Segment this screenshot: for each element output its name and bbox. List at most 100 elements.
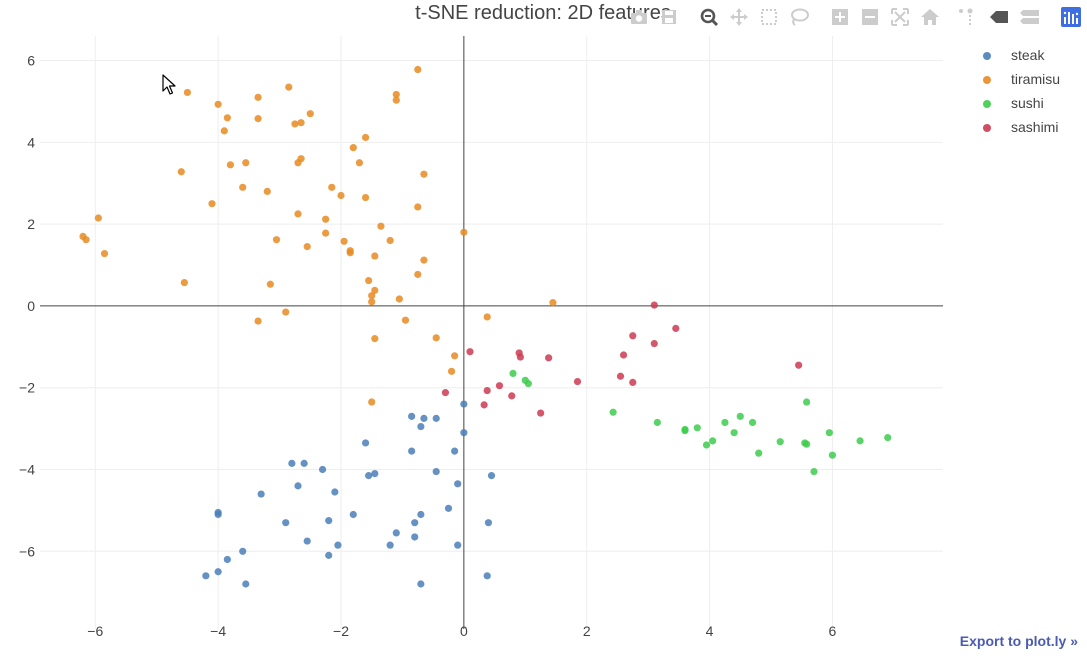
- sushi-point[interactable]: [524, 380, 532, 388]
- sashimi-point[interactable]: [795, 361, 803, 369]
- tiramisu-point[interactable]: [340, 237, 348, 245]
- tiramisu-point[interactable]: [432, 334, 440, 342]
- tiramisu-point[interactable]: [220, 127, 228, 135]
- tiramisu-point[interactable]: [349, 144, 357, 152]
- zoom-in-icon[interactable]: [829, 6, 851, 28]
- tiramisu-point[interactable]: [223, 114, 231, 122]
- steak-point[interactable]: [202, 572, 210, 580]
- tiramisu-point[interactable]: [483, 313, 491, 321]
- sashimi-point[interactable]: [650, 339, 658, 348]
- tiramisu-point[interactable]: [328, 183, 336, 191]
- sashimi-point[interactable]: [672, 324, 680, 333]
- steak-point[interactable]: [365, 472, 373, 480]
- tiramisu-point[interactable]: [365, 276, 373, 285]
- sushi-point[interactable]: [736, 412, 744, 420]
- steak-point[interactable]: [483, 572, 491, 580]
- tiramisu-point[interactable]: [226, 161, 235, 169]
- steak-point[interactable]: [242, 580, 250, 588]
- zoom-out-icon[interactable]: [859, 6, 881, 28]
- lasso-select-icon[interactable]: [788, 6, 810, 28]
- tiramisu-point[interactable]: [346, 247, 354, 255]
- tiramisu-point[interactable]: [368, 398, 376, 406]
- steak-point[interactable]: [318, 465, 327, 474]
- reset-axes-icon[interactable]: [919, 6, 941, 28]
- steak-point[interactable]: [334, 541, 342, 549]
- sushi-point[interactable]: [755, 449, 763, 457]
- tiramisu-point[interactable]: [460, 228, 468, 236]
- tiramisu-point[interactable]: [82, 236, 90, 244]
- steak-point[interactable]: [325, 517, 333, 525]
- steak-point[interactable]: [371, 469, 379, 478]
- sushi-point[interactable]: [828, 451, 837, 459]
- tiramisu-point[interactable]: [297, 119, 305, 127]
- steak-point[interactable]: [432, 414, 440, 422]
- tiramisu-point[interactable]: [183, 88, 192, 97]
- sushi-point[interactable]: [693, 424, 701, 432]
- sashimi-point[interactable]: [441, 389, 450, 397]
- steak-point[interactable]: [257, 490, 265, 498]
- tiramisu-point[interactable]: [395, 295, 403, 303]
- tiramisu-point[interactable]: [420, 170, 428, 178]
- tiramisu-point[interactable]: [177, 168, 185, 176]
- steak-point[interactable]: [239, 547, 247, 555]
- steak-point[interactable]: [454, 480, 462, 488]
- steak-point[interactable]: [411, 519, 419, 527]
- steak-point[interactable]: [411, 533, 419, 541]
- hover-closest-icon[interactable]: [988, 6, 1010, 28]
- tiramisu-point[interactable]: [371, 286, 379, 294]
- tiramisu-point[interactable]: [322, 229, 330, 237]
- tiramisu-point[interactable]: [208, 200, 216, 208]
- series-tiramisu[interactable]: [79, 65, 557, 406]
- tiramisu-point[interactable]: [392, 90, 400, 99]
- steak-point[interactable]: [408, 447, 416, 455]
- sashimi-point[interactable]: [619, 351, 628, 359]
- tiramisu-point[interactable]: [549, 299, 557, 307]
- box-select-icon[interactable]: [758, 6, 780, 28]
- tiramisu-point[interactable]: [451, 352, 459, 360]
- export-to-plotly-link[interactable]: Export to plot.ly »: [959, 633, 1078, 649]
- tiramisu-point[interactable]: [180, 279, 188, 287]
- zoom-icon[interactable]: [698, 6, 720, 28]
- sashimi-point[interactable]: [537, 409, 545, 417]
- sushi-point[interactable]: [702, 441, 711, 449]
- steak-point[interactable]: [223, 555, 231, 564]
- tiramisu-point[interactable]: [239, 183, 247, 191]
- steak-point[interactable]: [214, 568, 222, 576]
- sashimi-point[interactable]: [466, 348, 474, 356]
- sashimi-point[interactable]: [545, 354, 553, 362]
- sushi-point[interactable]: [730, 429, 738, 437]
- tiramisu-point[interactable]: [294, 159, 302, 167]
- steak-point[interactable]: [349, 510, 357, 519]
- sashimi-point[interactable]: [616, 372, 625, 380]
- plotly-logo-icon[interactable]: [1060, 6, 1082, 28]
- steak-point[interactable]: [294, 482, 302, 490]
- sushi-point[interactable]: [810, 467, 818, 476]
- sashimi-point[interactable]: [629, 332, 637, 340]
- steak-point[interactable]: [408, 412, 416, 420]
- steak-point[interactable]: [432, 467, 440, 476]
- sushi-point[interactable]: [803, 398, 811, 406]
- sashimi-point[interactable]: [573, 377, 582, 386]
- steak-point[interactable]: [417, 580, 425, 588]
- steak-point[interactable]: [288, 459, 296, 467]
- hover-compare-icon[interactable]: [1019, 6, 1041, 28]
- tiramisu-point[interactable]: [322, 215, 330, 223]
- sashimi-point[interactable]: [495, 382, 504, 390]
- tiramisu-point[interactable]: [266, 280, 274, 288]
- steak-point[interactable]: [303, 537, 311, 545]
- sushi-point[interactable]: [856, 437, 864, 445]
- tiramisu-point[interactable]: [368, 292, 376, 300]
- tiramisu-point[interactable]: [294, 210, 302, 218]
- steak-point[interactable]: [386, 541, 394, 549]
- steak-point[interactable]: [454, 541, 462, 549]
- tiramisu-point[interactable]: [377, 222, 385, 230]
- steak-point[interactable]: [392, 529, 400, 537]
- pan-icon[interactable]: [728, 6, 750, 28]
- autoscale-icon[interactable]: [889, 6, 911, 28]
- steak-point[interactable]: [300, 459, 308, 467]
- save-icon[interactable]: [658, 6, 680, 28]
- tiramisu-point[interactable]: [414, 203, 422, 211]
- tiramisu-point[interactable]: [361, 133, 370, 142]
- data-points[interactable]: [79, 65, 892, 588]
- tiramisu-point[interactable]: [392, 96, 400, 104]
